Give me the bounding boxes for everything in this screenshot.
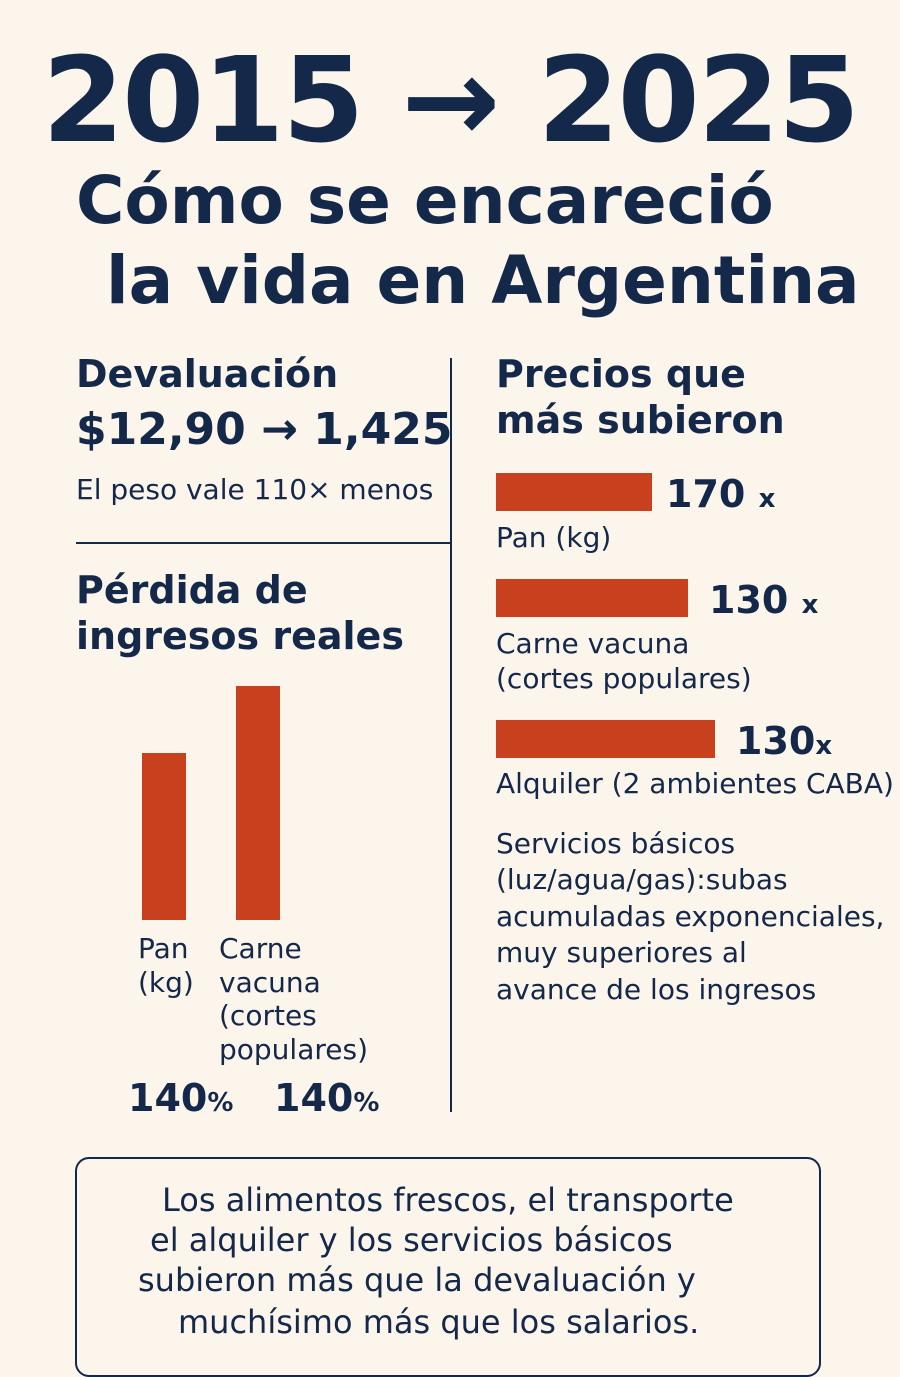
- income-value-carne: 140%: [274, 1076, 379, 1120]
- income-bar-carne: [236, 686, 280, 920]
- title-line-1: Cómo se encareció: [76, 162, 774, 239]
- price-value-alquiler: 130x: [736, 719, 832, 763]
- income-bar-pan: [142, 753, 186, 920]
- price-value-pan-unit: x: [758, 484, 776, 514]
- income-value-carne-number: 140: [274, 1076, 354, 1120]
- services-note-line: muy superiores al: [496, 936, 747, 970]
- price-bar-alquiler: [496, 720, 715, 758]
- conclusion-line-4: muchísimo más que los salarios.: [178, 1303, 700, 1341]
- price-label-pan: Pan (kg): [496, 521, 612, 554]
- title-years: 2015 → 2025: [42, 31, 860, 169]
- services-note-line: (luz/agua/gas):subas: [496, 863, 788, 897]
- prices-heading: Precios que más subieron: [496, 352, 785, 443]
- column-divider: [450, 358, 452, 1112]
- income-label-pan-line: (kg): [138, 965, 194, 999]
- price-bar-carne: [496, 579, 688, 617]
- devaluation-note: El peso vale 110× menos: [76, 473, 434, 506]
- services-note-line: acumuladas exponenciales,: [496, 899, 885, 933]
- income-loss-heading-line-1: Pérdida de: [76, 568, 308, 612]
- conclusion-line-3: subieron más que la devaluación y: [138, 1261, 696, 1299]
- income-value-pan-unit: %: [207, 1088, 234, 1118]
- income-label-carne-line: (cortes: [219, 999, 317, 1033]
- conclusion-line-2: el alquiler y los servicios básicos: [150, 1221, 673, 1259]
- conclusion-line-1: Los alimentos frescos, el transporte: [162, 1181, 734, 1219]
- services-note-line: Servicios básicos: [496, 827, 736, 860]
- income-value-pan: 140%: [128, 1076, 233, 1120]
- income-label-pan: Pan (kg): [138, 932, 194, 999]
- price-label-carne-line: Carne vacuna: [496, 627, 690, 660]
- title-line-2: la vida en Argentina: [106, 242, 860, 319]
- services-note: Servicios básicos (luz/agua/gas):subas a…: [496, 826, 884, 1008]
- income-label-pan-line: Pan: [138, 932, 189, 965]
- price-label-alquiler: Alquiler (2 ambientes CABA): [496, 767, 894, 800]
- income-label-carne-line: populares): [219, 1032, 368, 1066]
- services-note-line: avance de los ingresos: [496, 972, 817, 1006]
- price-value-pan: 170 x: [666, 472, 775, 516]
- price-bar-pan: [496, 473, 652, 511]
- income-loss-heading-line-2: ingresos reales: [76, 613, 404, 658]
- income-label-carne: Carne vacuna (cortes populares): [219, 932, 368, 1066]
- prices-heading-line-1: Precios que: [496, 352, 746, 396]
- prices-heading-line-2: más subieron: [496, 397, 785, 442]
- income-value-carne-unit: %: [353, 1088, 380, 1118]
- income-loss-heading: Pérdida de ingresos reales: [76, 568, 404, 659]
- devaluation-heading: Devaluación: [76, 352, 339, 396]
- price-label-carne-line: (cortes populares): [496, 662, 752, 695]
- price-value-alquiler-unit: x: [815, 731, 833, 761]
- price-value-carne-number: 130: [709, 578, 789, 622]
- section-divider: [76, 542, 450, 544]
- income-value-pan-number: 140: [128, 1076, 208, 1120]
- price-value-alquiler-number: 130: [736, 719, 816, 763]
- price-label-carne: Carne vacuna (cortes populares): [496, 626, 752, 696]
- price-value-carne: 130 x: [709, 578, 818, 622]
- devaluation-rate: $12,90 → 1,425: [76, 404, 453, 455]
- income-label-carne-line: Carne: [219, 932, 302, 965]
- income-label-carne-line: vacuna: [219, 965, 321, 999]
- price-value-pan-number: 170: [666, 472, 746, 516]
- price-value-carne-unit: x: [801, 590, 819, 620]
